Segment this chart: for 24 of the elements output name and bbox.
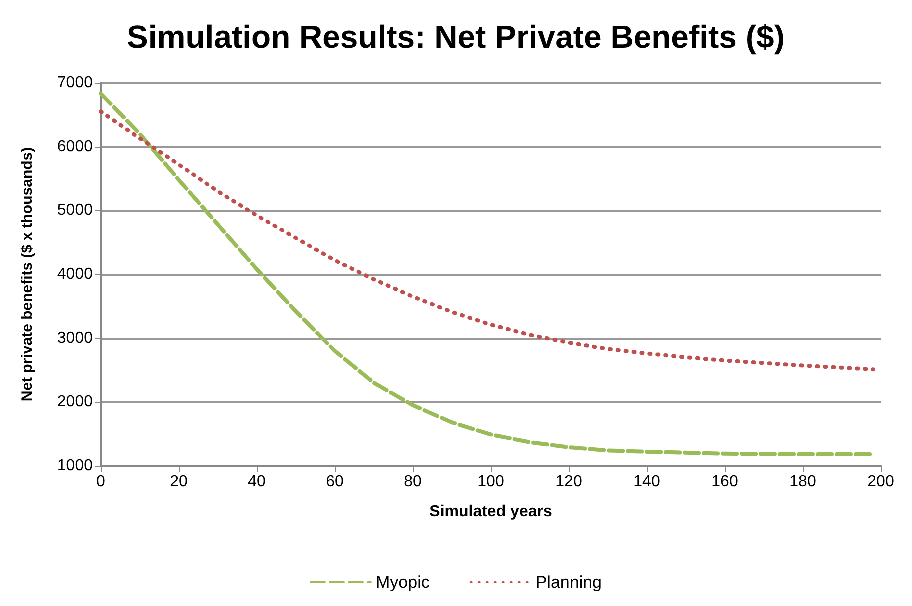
x-tick-label: 20: [170, 474, 188, 490]
y-tick-label: 1000: [57, 458, 94, 474]
y-tick-label: 5000: [57, 202, 94, 220]
x-tick-label: 200: [868, 474, 894, 490]
y-tick-label: 3000: [57, 330, 94, 347]
y-tick-label: 2000: [57, 394, 94, 411]
x-tick-label: 120: [556, 474, 582, 490]
x-tick-label: 80: [404, 474, 422, 490]
x-tick-label: 60: [326, 474, 344, 490]
legend-label: Myopic: [376, 573, 430, 592]
x-tick-label: 40: [248, 474, 266, 490]
y-tick-label: 6000: [57, 138, 94, 156]
x-tick-label: 160: [712, 474, 738, 490]
y-axis-title: Net private benefits ($ x thousands): [19, 147, 36, 402]
x-tick-label: 140: [634, 474, 660, 490]
x-tick-label: 180: [790, 474, 816, 490]
chart-title: Simulation Results: Net Private Benefits ($): [127, 19, 785, 55]
x-axis-title: Simulated years: [430, 504, 552, 520]
line-series: [99, 110, 876, 372]
y-tick-label: 7000: [57, 74, 94, 92]
y-tick-label: 4000: [57, 266, 94, 283]
legend-label: Planning: [536, 573, 602, 592]
x-tick-label: 100: [478, 474, 504, 490]
x-tick-label: 0: [96, 474, 106, 490]
